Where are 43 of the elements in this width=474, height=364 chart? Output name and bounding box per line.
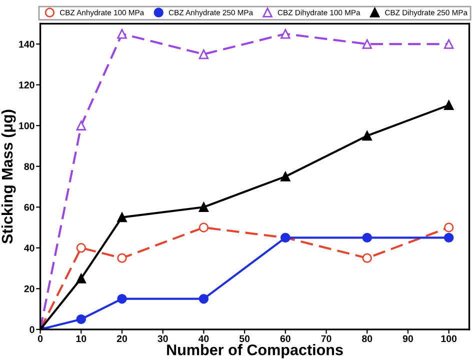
point — [76, 274, 86, 284]
point — [444, 39, 454, 49]
y-tick-label: 120 — [19, 82, 34, 88]
point — [280, 172, 290, 182]
x-tick-label: 50 — [239, 335, 250, 342]
point — [198, 49, 209, 60]
point — [280, 28, 290, 39]
point — [362, 232, 372, 243]
point — [76, 243, 86, 253]
x-tick-label: 10 — [76, 335, 86, 342]
y-tick-label: 80 — [24, 163, 34, 170]
x-axis-title: Number of Compactions — [167, 344, 343, 358]
point — [117, 253, 127, 263]
x-tick-label: 40 — [198, 335, 209, 342]
y-tick-label: 0 — [30, 326, 34, 334]
point — [76, 314, 86, 324]
y-axis-title: Sticking Mass (μg) — [1, 110, 16, 244]
point — [117, 294, 127, 304]
y-tick-label: 40 — [24, 244, 34, 252]
x-tick-label: 70 — [321, 335, 332, 342]
x-tick-label: 100 — [441, 335, 457, 342]
x-tick-label: 30 — [158, 335, 168, 342]
point — [444, 222, 454, 232]
point — [444, 232, 454, 243]
point — [444, 100, 454, 110]
x-tick-label: 60 — [280, 335, 290, 342]
point — [198, 222, 209, 232]
point — [117, 28, 127, 39]
y-tick-label: 100 — [19, 122, 34, 130]
point — [198, 202, 209, 212]
y-tick-label: 60 — [24, 204, 34, 211]
x-tick-label: 80 — [362, 335, 372, 342]
point — [117, 212, 127, 222]
point — [198, 294, 209, 304]
point — [362, 253, 372, 263]
y-tick-label: 140 — [19, 40, 34, 48]
point — [362, 130, 372, 141]
y-tick-label: 20 — [24, 285, 34, 292]
x-tick-label: 90 — [402, 335, 413, 342]
point — [76, 120, 86, 130]
x-tick-label: 0 — [38, 335, 43, 342]
point — [362, 39, 372, 49]
x-tick-label: 20 — [116, 335, 128, 342]
